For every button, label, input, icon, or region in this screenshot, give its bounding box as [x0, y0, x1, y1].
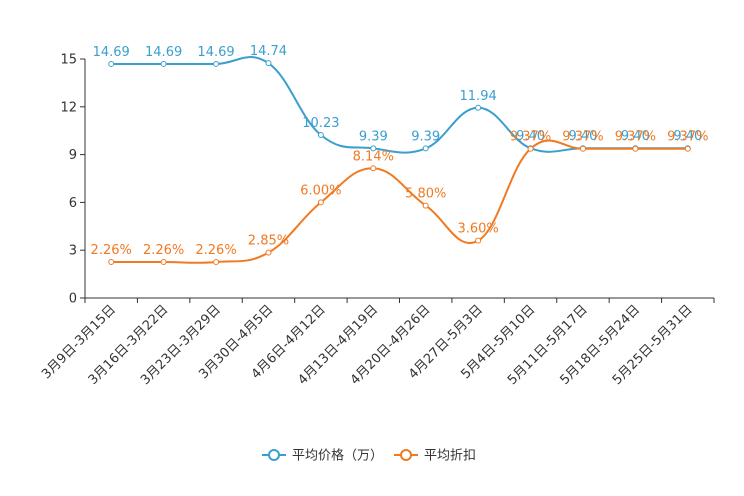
data-label: 3.60% — [457, 222, 498, 237]
data-point[interactable] — [370, 165, 377, 172]
data-point[interactable] — [108, 60, 115, 67]
y-tick-label: 9 — [69, 148, 77, 163]
y-tick-label: 6 — [69, 196, 77, 211]
legend-marker-icon — [400, 449, 412, 461]
data-point[interactable] — [527, 145, 534, 152]
data-label: 9.40 — [568, 129, 597, 144]
data-label: 14.69 — [197, 45, 234, 60]
legend-label: 平均价格（万） — [292, 448, 383, 464]
data-label: 8.14% — [353, 149, 394, 164]
data-label: 9.39 — [411, 129, 440, 144]
data-label: 9.39 — [359, 129, 388, 144]
data-label: 9.37% — [615, 130, 656, 145]
data-point[interactable] — [213, 258, 220, 265]
data-label: 14.74 — [250, 44, 287, 59]
series-lines — [108, 56, 691, 265]
legend-item-2[interactable]: 平均折扣 — [394, 449, 476, 464]
data-point[interactable] — [265, 60, 272, 67]
data-label: 5.80% — [405, 187, 446, 202]
data-label: 10.23 — [302, 116, 339, 131]
data-point[interactable] — [475, 104, 482, 111]
data-label: 2.85% — [248, 234, 289, 249]
y-tick-label: 3 — [69, 244, 77, 259]
data-label: 11.94 — [460, 89, 497, 104]
y-tick-label: 15 — [60, 53, 77, 68]
data-point[interactable] — [422, 202, 429, 209]
data-label: 2.26% — [195, 243, 236, 258]
data-point[interactable] — [422, 145, 429, 152]
legend[interactable]: 平均价格（万） 平均折扣 — [262, 448, 476, 464]
axes: 036912153月9日-3月15日3月16日-3月22日3月23日-3月29日… — [39, 53, 715, 388]
data-label: 9.40 — [621, 129, 650, 144]
legend-item-1[interactable]: 平均价格（万） — [262, 448, 383, 464]
data-label: 9.40 — [516, 129, 545, 144]
data-label: 14.69 — [93, 45, 130, 60]
data-label: 2.26% — [143, 243, 184, 258]
legend-label: 平均折扣 — [424, 449, 476, 464]
data-label: 2.26% — [91, 243, 132, 258]
data-label: 9.37% — [667, 130, 708, 145]
data-point[interactable] — [108, 258, 115, 265]
y-tick-label: 0 — [69, 292, 77, 307]
data-label: 6.00% — [300, 183, 341, 198]
data-point[interactable] — [684, 145, 691, 152]
data-label: 9.37% — [562, 130, 603, 145]
series-labels: 14.69 14.69 14.69 14.74 10.23 9.39 9.39 11.94 9.… — [91, 44, 709, 258]
data-point[interactable] — [317, 199, 324, 206]
data-point[interactable] — [370, 145, 377, 152]
data-point[interactable] — [317, 132, 324, 139]
data-point[interactable] — [632, 145, 639, 152]
y-tick-label: 12 — [60, 100, 77, 115]
data-label: 9.37% — [510, 130, 551, 145]
data-point[interactable] — [213, 60, 220, 67]
data-point[interactable] — [475, 237, 482, 244]
data-point[interactable] — [160, 258, 167, 265]
legend-marker-icon — [268, 449, 280, 461]
data-label: 9.40 — [673, 129, 702, 144]
data-point[interactable] — [160, 60, 167, 67]
data-label: 14.69 — [145, 45, 182, 60]
data-point[interactable] — [579, 145, 586, 152]
data-point[interactable] — [265, 249, 272, 256]
